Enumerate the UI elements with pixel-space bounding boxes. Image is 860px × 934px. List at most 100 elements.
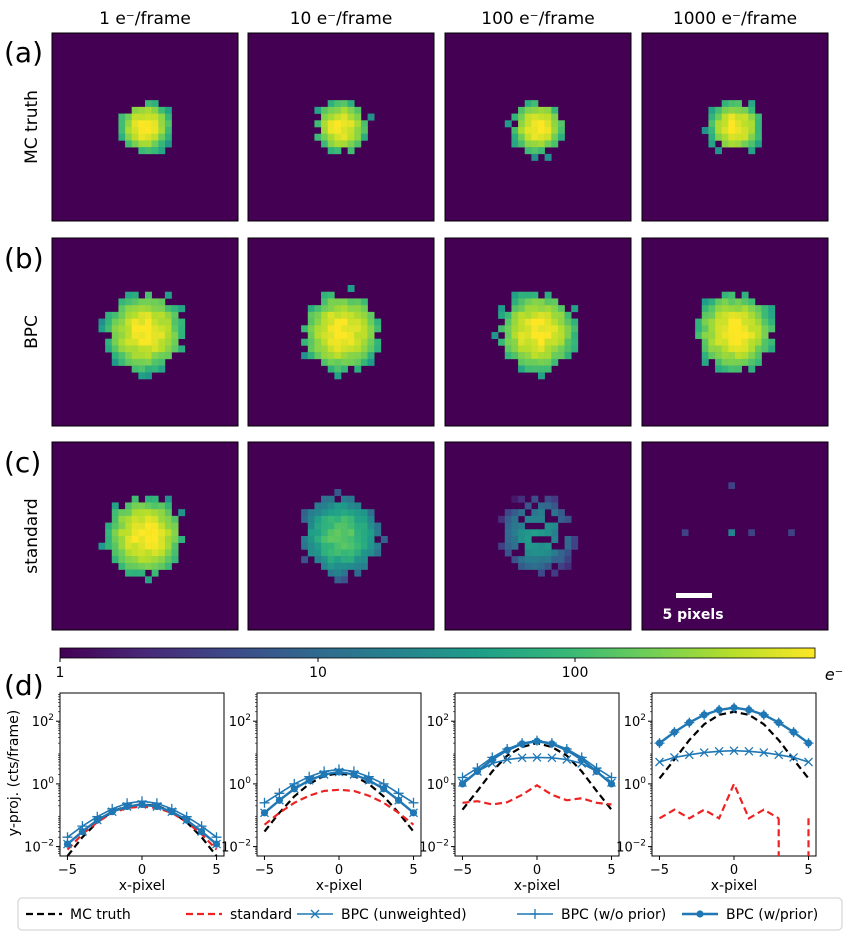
image-pixel [754,325,762,333]
row-label: BPC [22,315,42,349]
image-pixel [334,338,342,346]
image-pixel [164,325,172,333]
image-pixel [118,298,126,306]
image-pixel [538,358,545,366]
image-pixel [531,113,539,121]
image-pixel [171,311,179,319]
data-point [714,746,724,756]
image-pixel [138,311,146,319]
image-pixel [741,133,749,141]
image-pixel [511,325,519,333]
image-pixel [518,106,526,114]
image-pixel [158,305,166,313]
image-pixel [145,127,152,135]
image-pixel [708,345,716,353]
image-pixel [761,311,769,319]
image-pixel [531,298,539,306]
image-pixel [511,522,519,530]
image-pixel [334,120,342,128]
image-pixel [334,133,342,141]
image-pixel [158,502,166,510]
series [655,746,813,767]
image-pixel [374,325,382,333]
image-pixel [321,536,329,544]
column-header: 10 e⁻/frame [290,9,393,29]
data-point [744,746,754,756]
image-pixel [138,120,146,128]
image-pixel [557,562,565,570]
image-pixel [741,140,749,148]
image-pixel [105,318,113,326]
data-point [380,785,388,793]
image-pixel [111,549,119,557]
image-pixel [151,569,159,577]
image-pixel [164,502,172,510]
image-pixel [321,562,329,570]
image-pixel [118,529,126,537]
image-pixel [735,338,742,346]
image-pixel [768,325,776,333]
image-pixel [551,536,559,544]
image-pixel [564,332,572,340]
image-pixel [334,372,342,380]
image-pixel [754,358,762,366]
image-pixel [498,515,506,523]
image-pixel [524,311,532,319]
image-pixel [498,311,506,319]
image-pixel [111,515,119,523]
image-pixel [360,542,368,550]
image-pixel [347,338,355,346]
image-pixel [131,298,139,306]
image-pixel [327,556,335,564]
image-pixel [125,140,133,148]
image-pixel [754,332,762,340]
data-point [729,746,739,756]
image-pixel [557,345,565,353]
data-point [684,750,694,760]
image-pixel [721,298,729,306]
image-pixel [347,509,355,517]
image-pixel [327,127,335,135]
image-pixel [158,140,166,148]
image-pixel [341,358,348,366]
image-pixel [334,569,342,577]
image-pixel [518,120,526,128]
image-pixel [564,345,572,353]
image-pixel [544,127,552,135]
image-pixel [151,509,159,517]
image-pixel [347,298,355,306]
image-pixel [360,562,368,570]
image-pixel [307,338,315,346]
image-pixel [557,338,565,346]
image-pixel [354,113,362,121]
image-pixel [735,100,742,108]
image-pixel [741,291,749,299]
image-pixel [518,325,526,333]
image-pixel [158,318,166,326]
image-pixel [354,365,362,373]
image-pixel [531,495,539,503]
series-line [658,781,810,856]
image-pixel [511,536,519,544]
image-pixel [178,305,186,313]
data-point [578,755,586,764]
image-pixel [145,133,152,141]
legend: MC truth standard BPC (unweighted) BPC (w/o… [17,897,843,931]
image-pixel [728,318,736,326]
image-pixel [367,536,375,544]
image-pixel [367,113,375,121]
image-pixel [504,318,512,326]
image-pixel [307,345,315,353]
image-pixel [158,542,166,550]
image-pixel [327,345,335,353]
image-pixel [334,311,342,319]
scale-bar-line [676,593,712,598]
image-pixel [321,338,329,346]
image-pixel [557,332,565,340]
image-pixel [125,345,133,353]
series [462,783,612,806]
image-pixel [131,332,139,340]
image-pixel [754,127,762,135]
image-pixel [158,509,166,517]
image-pixel [735,298,742,306]
